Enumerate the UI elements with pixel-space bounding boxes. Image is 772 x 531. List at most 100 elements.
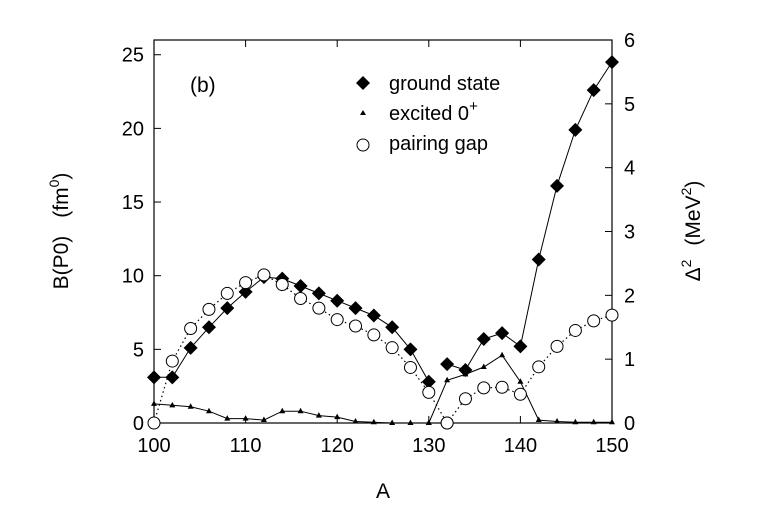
data-point-circle bbox=[349, 319, 363, 333]
data-point-circle bbox=[495, 380, 509, 394]
data-point-diamond bbox=[238, 284, 253, 299]
data-point-diamond bbox=[311, 286, 326, 301]
data-point-diamond bbox=[440, 357, 455, 372]
series-line-ground-state bbox=[446, 61, 613, 371]
data-point-diamond bbox=[476, 332, 491, 347]
y-axis-left-title: B(P0) (fm0) bbox=[46, 173, 73, 290]
data-point-diamond bbox=[201, 320, 216, 335]
x-tick-label: 150 bbox=[595, 435, 628, 457]
y-right-tick-label: 1 bbox=[624, 349, 635, 371]
y-left-title-unit: (fm bbox=[50, 187, 73, 217]
series-excited-0plus bbox=[151, 351, 615, 425]
svg-text:Δ2(MeV2): Δ2(MeV2) bbox=[678, 181, 705, 282]
data-point-circle bbox=[587, 314, 601, 328]
data-point-diamond bbox=[220, 301, 235, 316]
data-point-triangle bbox=[370, 418, 377, 425]
panel-label: (b) bbox=[190, 74, 216, 97]
y-right-tick-label: 5 bbox=[624, 94, 635, 116]
y-right-title-main-exp: 2 bbox=[678, 259, 694, 267]
data-point-circle bbox=[330, 313, 344, 327]
y-right-title-main: Δ bbox=[682, 267, 705, 281]
data-point-circle bbox=[220, 286, 234, 300]
x-axis-title: A bbox=[376, 480, 390, 503]
data-point-circle bbox=[458, 392, 472, 406]
data-point-diamond bbox=[366, 308, 381, 323]
series-line-pairing-gap bbox=[153, 274, 448, 424]
data-point-triangle bbox=[169, 401, 176, 408]
data-point-diamond bbox=[495, 326, 510, 341]
data-point-circle bbox=[202, 302, 216, 316]
data-point-triangle bbox=[609, 418, 615, 425]
x-tick-label: 110 bbox=[230, 435, 262, 457]
data-point-circle bbox=[477, 381, 491, 395]
data-point-triangle bbox=[517, 378, 524, 384]
data-point-circle bbox=[147, 416, 161, 430]
y-right-title-unit-exp: 2 bbox=[678, 187, 694, 195]
x-tick-label: 120 bbox=[321, 435, 354, 457]
data-point-diamond bbox=[568, 122, 583, 137]
data-point-circle bbox=[165, 354, 179, 368]
data-point-diamond bbox=[421, 374, 436, 389]
y-right-title-unit: (MeV bbox=[682, 195, 705, 245]
data-point-diamond bbox=[330, 293, 345, 308]
data-point-circle bbox=[385, 341, 399, 355]
y-left-tick-label: 0 bbox=[133, 413, 144, 435]
legend-item-excited: excited 0+ bbox=[360, 98, 478, 125]
data-point-triangle bbox=[389, 419, 396, 425]
data-point-circle bbox=[312, 301, 326, 315]
data-point-diamond bbox=[183, 340, 198, 355]
data-point-triangle bbox=[480, 363, 487, 370]
legend-item-pairing-gap: pairing gap bbox=[356, 133, 488, 155]
x-tick-label: 100 bbox=[137, 435, 170, 457]
series-pairing-gap bbox=[147, 268, 619, 430]
data-point-triangle bbox=[499, 351, 506, 358]
data-point-circle bbox=[568, 323, 582, 337]
svg-text:ground state: ground state bbox=[389, 73, 500, 95]
y-left-tick-label: 15 bbox=[122, 192, 144, 214]
legend-item-ground-state: ground state bbox=[356, 73, 500, 95]
data-point-triangle bbox=[572, 418, 579, 425]
diamond-marker-icon bbox=[356, 76, 370, 90]
svg-text:pairing gap: pairing gap bbox=[389, 133, 488, 155]
data-point-triangle bbox=[407, 419, 414, 425]
y-left-title-unit-close: ) bbox=[50, 173, 73, 180]
data-point-triangle bbox=[315, 412, 322, 418]
series-line-pairing-gap bbox=[446, 314, 613, 424]
data-point-diamond bbox=[531, 252, 546, 267]
x-tick-label: 140 bbox=[504, 435, 537, 457]
y-right-tick-label: 3 bbox=[624, 222, 635, 244]
data-point-circle bbox=[513, 387, 527, 401]
data-point-triangle bbox=[352, 418, 359, 424]
data-point-circle bbox=[422, 385, 436, 399]
data-point-diamond bbox=[550, 178, 565, 193]
data-point-diamond bbox=[348, 301, 363, 316]
y-right-tick-label: 6 bbox=[624, 30, 635, 52]
data-point-triangle bbox=[535, 416, 542, 423]
data-point-triangle bbox=[242, 415, 249, 421]
triangle-marker-icon bbox=[360, 110, 366, 115]
data-point-triangle bbox=[444, 376, 451, 383]
data-point-circle bbox=[184, 322, 198, 336]
data-point-diamond bbox=[586, 83, 601, 98]
data-point-triangle bbox=[462, 370, 469, 377]
series-line-excited-0plus bbox=[153, 403, 429, 424]
y-right-tick-label: 2 bbox=[624, 285, 635, 307]
data-point-triangle bbox=[187, 403, 194, 409]
y-right-title-unit-close: ) bbox=[682, 181, 705, 188]
data-point-diamond bbox=[147, 370, 161, 385]
data-point-circle bbox=[440, 416, 454, 430]
data-point-circle bbox=[257, 268, 271, 282]
series-line-ground-state bbox=[154, 276, 430, 383]
data-point-circle bbox=[532, 360, 546, 374]
data-point-diamond bbox=[403, 342, 418, 357]
data-point-diamond bbox=[293, 279, 308, 294]
data-point-circle bbox=[367, 328, 381, 342]
svg-text:excited 0+: excited 0+ bbox=[389, 98, 478, 125]
data-point-triangle bbox=[554, 418, 561, 424]
series-layer bbox=[147, 55, 619, 430]
y-axis-right-title: Δ2(MeV2) bbox=[678, 181, 705, 282]
y-left-tick-label: 5 bbox=[133, 339, 144, 361]
data-point-triangle bbox=[205, 407, 212, 414]
